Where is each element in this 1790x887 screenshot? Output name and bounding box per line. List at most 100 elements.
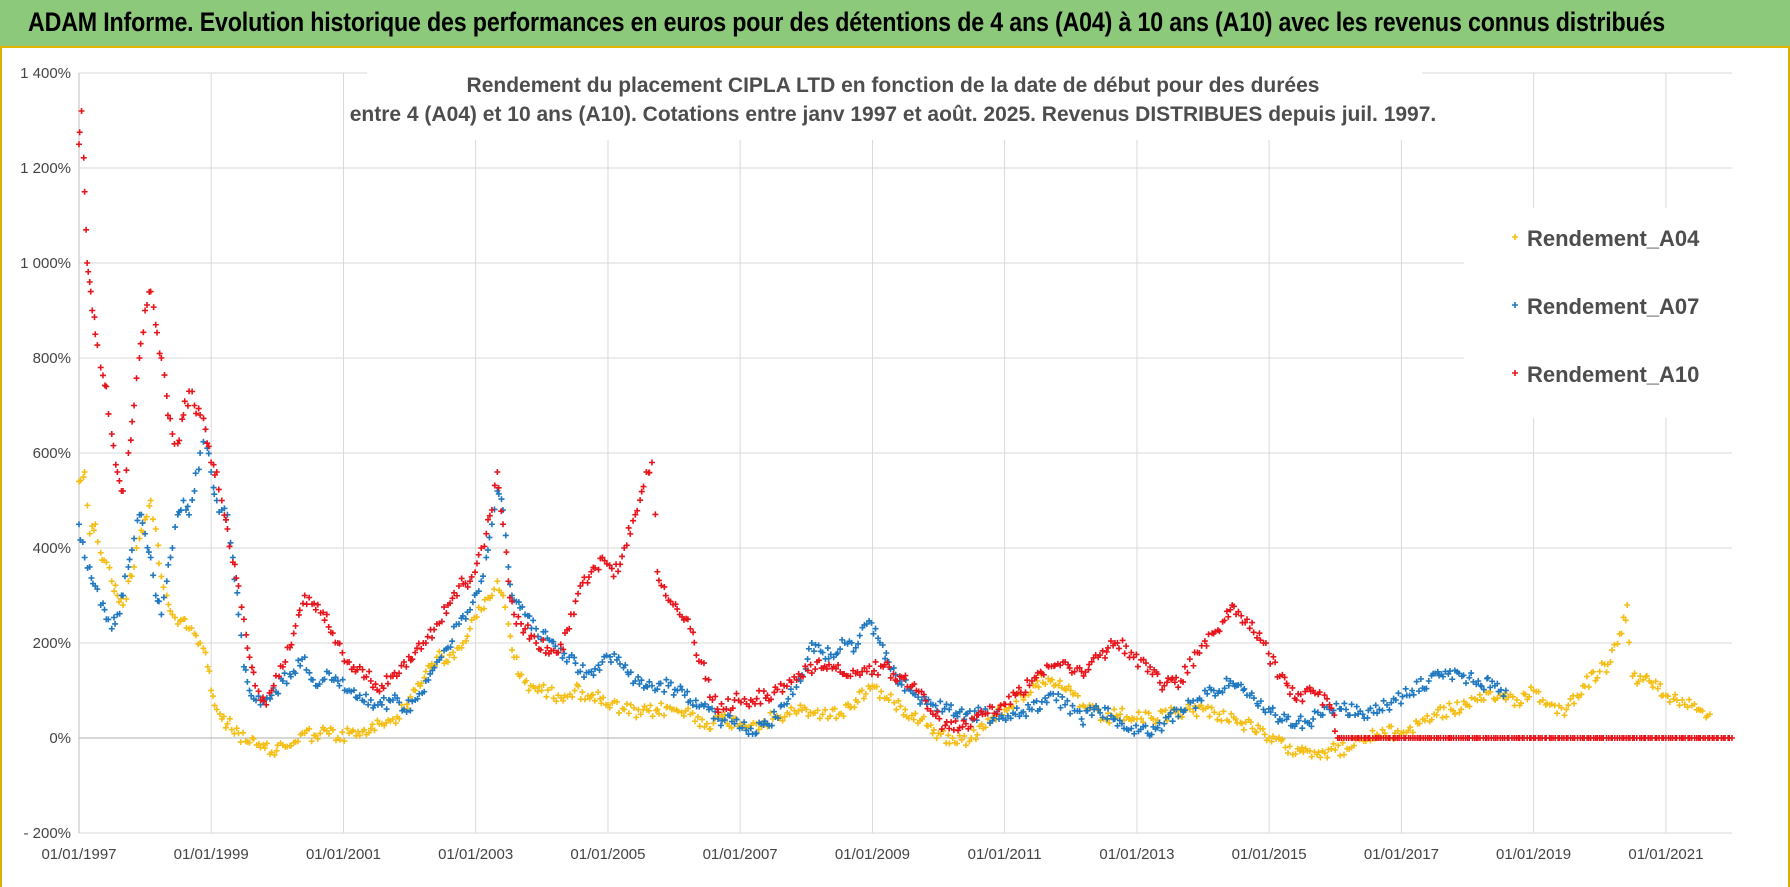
- data-point: [815, 642, 822, 649]
- data-point: [540, 636, 547, 643]
- data-point: [1062, 659, 1069, 665]
- data-point: [617, 660, 624, 667]
- data-point: [1242, 619, 1249, 626]
- data-point: [469, 599, 476, 606]
- data-point: [757, 700, 764, 707]
- data-point: [438, 618, 445, 625]
- data-point: [403, 701, 410, 708]
- data-point: [1040, 671, 1047, 678]
- data-point: [478, 545, 485, 551]
- data-point: [1642, 673, 1649, 680]
- data-point: [1147, 663, 1154, 670]
- data-point: [169, 545, 176, 551]
- data-point: [1171, 679, 1178, 686]
- data-point: [845, 701, 852, 708]
- data-point: [802, 663, 809, 670]
- data-point: [1119, 705, 1126, 712]
- data-point: [1223, 608, 1230, 615]
- data-point: [723, 705, 730, 712]
- data-point: [1321, 750, 1328, 757]
- data-point: [123, 467, 130, 474]
- data-point: [167, 554, 174, 561]
- data-point: [200, 415, 207, 422]
- data-point: [312, 732, 319, 739]
- data-point: [915, 694, 922, 701]
- data-point: [513, 654, 520, 661]
- data-point: [1007, 715, 1014, 722]
- data-point: [428, 660, 435, 667]
- data-point: [1192, 705, 1199, 712]
- data-point: [1679, 697, 1686, 703]
- data-points: [76, 108, 1735, 761]
- data-point: [409, 656, 416, 663]
- data-point: [630, 517, 637, 524]
- data-point: [526, 613, 533, 620]
- data-point: [816, 715, 823, 722]
- data-point: [1062, 701, 1069, 708]
- data-point: [1565, 702, 1572, 709]
- data-point: [644, 683, 651, 690]
- data-point: [292, 670, 299, 677]
- data-point: [467, 606, 474, 613]
- data-point: [436, 648, 443, 655]
- data-point: [396, 715, 403, 722]
- data-point: [1284, 682, 1291, 689]
- data-point: [588, 568, 595, 575]
- data-point: [1618, 630, 1625, 637]
- data-point: [486, 512, 493, 519]
- data-point: [1159, 686, 1166, 693]
- data-point: [405, 697, 412, 704]
- data-point: [143, 513, 150, 520]
- data-point: [523, 677, 530, 684]
- data-point: [181, 398, 188, 405]
- data-point: [431, 664, 438, 671]
- chart-title-line2: entre 4 (A04) et 10 ans (A10). Cotations…: [350, 103, 1437, 126]
- data-point: [1111, 716, 1118, 722]
- series-Rendement_A04: [76, 469, 1713, 761]
- data-point: [912, 710, 919, 717]
- data-point: [1121, 650, 1128, 657]
- data-point: [1227, 606, 1234, 613]
- data-point: [332, 674, 339, 681]
- data-point: [341, 738, 348, 745]
- data-point: [85, 268, 92, 275]
- data-point: [1235, 608, 1242, 615]
- data-point: [1620, 614, 1627, 621]
- data-point: [1159, 708, 1166, 715]
- data-point: [211, 702, 218, 709]
- data-point: [637, 497, 644, 504]
- data-point: [1256, 630, 1263, 637]
- data-point: [204, 440, 211, 447]
- data-point: [339, 729, 346, 736]
- data-point: [902, 706, 909, 713]
- data-point: [1487, 684, 1494, 691]
- data-point: [1088, 712, 1095, 719]
- data-point: [1306, 684, 1313, 691]
- data-point: [164, 412, 171, 419]
- data-point: [805, 645, 812, 652]
- data-point: [819, 711, 826, 718]
- data-point: [982, 724, 989, 731]
- data-point: [961, 732, 968, 739]
- data-point: [566, 625, 573, 632]
- data-point: [108, 431, 115, 437]
- data-point: [1458, 706, 1465, 713]
- data-point: [1154, 724, 1161, 731]
- data-point: [481, 543, 488, 550]
- data-point: [699, 716, 706, 723]
- data-point: [1161, 720, 1168, 727]
- data-point: [1033, 674, 1040, 681]
- data-point: [1575, 694, 1582, 701]
- data-point: [654, 686, 661, 693]
- data-point: [577, 668, 584, 675]
- data-point: [160, 584, 167, 591]
- data-point: [329, 726, 336, 733]
- data-point: [590, 672, 597, 679]
- data-point: [1339, 739, 1346, 746]
- data-point: [603, 652, 610, 659]
- data-point: [599, 554, 606, 561]
- data-point: [635, 673, 642, 680]
- data-point: [1649, 684, 1656, 691]
- data-point: [248, 692, 255, 699]
- data-point: [1065, 683, 1072, 690]
